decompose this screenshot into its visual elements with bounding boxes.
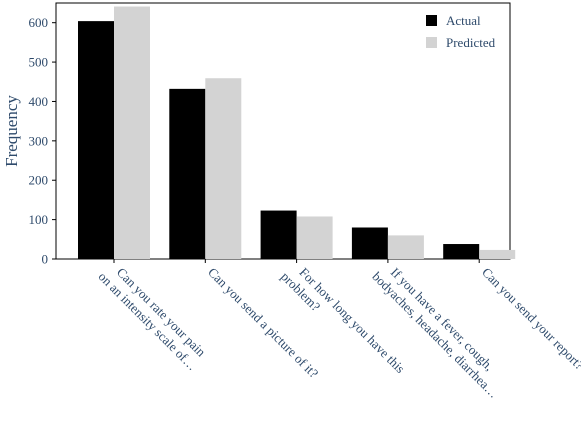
bar-predicted <box>114 6 150 259</box>
legend-label-actual: Actual <box>446 13 481 28</box>
y-tick-label: 500 <box>29 55 49 70</box>
category-label: Can you rate your painon an intensity sc… <box>95 257 211 373</box>
y-tick-label: 400 <box>29 94 49 109</box>
bar-actual <box>443 244 480 259</box>
y-tick-label: 200 <box>29 173 49 188</box>
bar-predicted <box>387 235 424 259</box>
y-tick-label: 600 <box>29 15 49 30</box>
bar-actual <box>169 88 206 259</box>
y-tick-label: 300 <box>29 133 49 148</box>
y-axis-title: Frequency <box>2 95 21 167</box>
bar-predicted <box>205 78 242 260</box>
bar-actual <box>78 21 114 259</box>
legend-swatch-predicted <box>426 37 437 48</box>
bar-predicted <box>296 216 333 259</box>
bar-actual <box>260 210 297 259</box>
y-tick-label: 100 <box>29 212 49 227</box>
bar-actual <box>351 227 388 259</box>
category-label: Can you send your report? <box>479 265 581 373</box>
y-tick-label: 0 <box>42 252 49 267</box>
legend-swatch-actual <box>426 15 437 26</box>
legend-label-predicted: Predicted <box>446 35 496 50</box>
bar-predicted <box>479 249 516 259</box>
plot-area: 0 100 200 300 400 500 600 Frequency Can you rate… <box>2 2 581 401</box>
